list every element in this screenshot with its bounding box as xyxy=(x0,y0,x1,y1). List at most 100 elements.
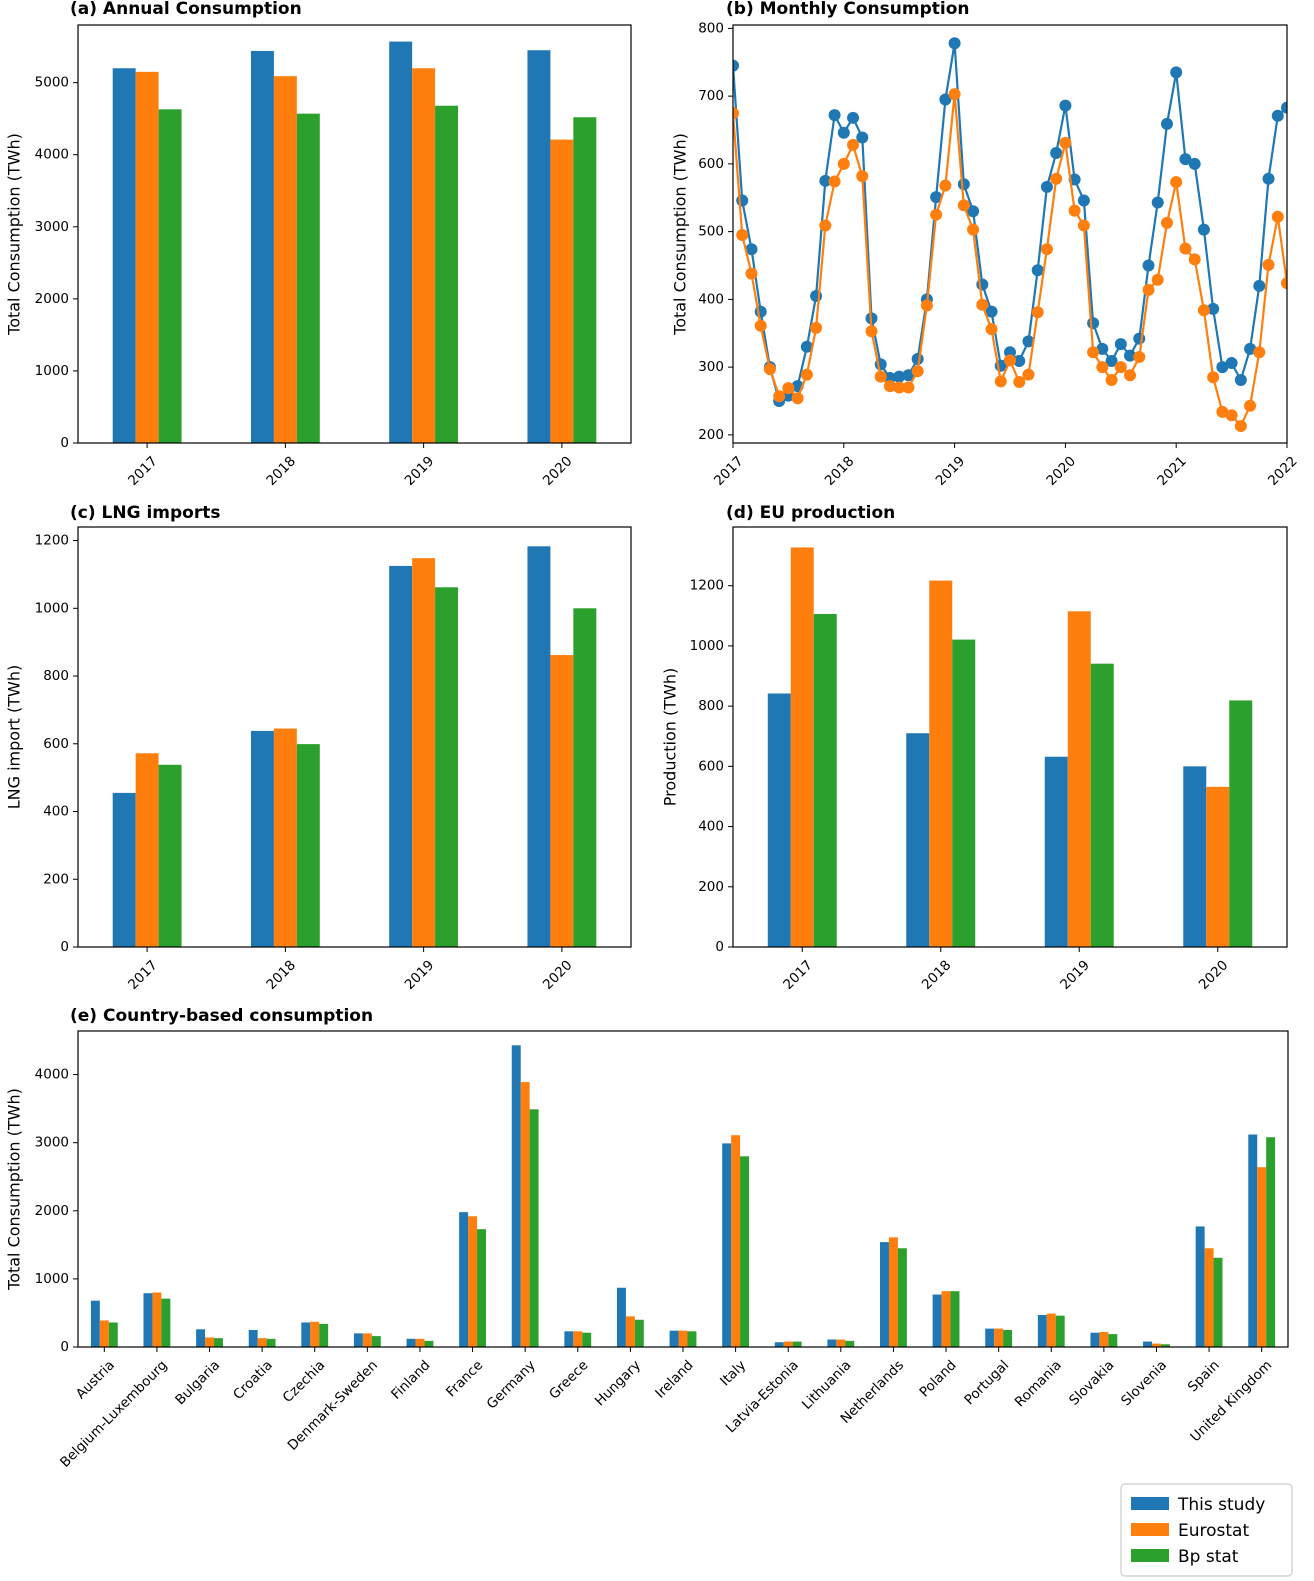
legend-swatch-bp-stat xyxy=(1131,1549,1169,1562)
point-eurostat xyxy=(883,380,896,393)
point-this-study xyxy=(1013,355,1026,368)
point-eurostat xyxy=(1281,277,1287,290)
bar-eurostat-italy xyxy=(731,1135,741,1347)
bar-this-study-2017 xyxy=(112,68,136,443)
bar-this-study-2017 xyxy=(767,693,791,947)
point-eurostat xyxy=(782,382,795,395)
x-tick-label: Czechia xyxy=(280,1357,329,1406)
point-eurostat xyxy=(745,267,758,280)
bar-bp-stat-croatia xyxy=(266,1338,276,1347)
bar-eurostat-spain xyxy=(1204,1248,1214,1347)
point-eurostat xyxy=(1105,373,1118,386)
y-tick-label: 500 xyxy=(698,224,724,240)
point-eurostat xyxy=(1151,273,1164,286)
point-this-study xyxy=(736,194,749,207)
bar-bp-stat-united-kingdom xyxy=(1266,1137,1276,1347)
bar-eurostat-netherlands xyxy=(888,1237,898,1347)
x-tick-label: Croatia xyxy=(230,1357,276,1403)
bar-this-study-ireland xyxy=(669,1330,679,1347)
bar-this-study-2020 xyxy=(527,50,551,444)
x-tick-label: Germany xyxy=(484,1357,539,1412)
panel-d-y-axis-label: Production (TWh) xyxy=(661,668,680,806)
point-eurostat xyxy=(1170,176,1183,189)
point-eurostat xyxy=(791,392,804,405)
panel-b: (b) Monthly Consumption Total Consumption… xyxy=(671,0,1301,489)
point-this-study xyxy=(1225,357,1238,370)
bar-bp-stat-slovenia xyxy=(1160,1344,1170,1347)
point-this-study xyxy=(957,178,970,191)
bar-bp-stat-2017 xyxy=(158,764,182,947)
bar-this-study-2017 xyxy=(112,792,136,947)
bar-bp-stat-germany xyxy=(529,1109,539,1347)
point-this-study xyxy=(1077,194,1090,207)
point-this-study xyxy=(1207,302,1220,315)
point-eurostat xyxy=(1059,136,1072,149)
point-eurostat xyxy=(810,321,823,334)
point-this-study xyxy=(1105,355,1118,368)
y-tick-label: 4000 xyxy=(35,147,69,163)
point-this-study xyxy=(800,340,813,353)
y-tick-label: 200 xyxy=(698,427,724,443)
panel-a-frame xyxy=(77,24,632,444)
bar-eurostat-greece xyxy=(573,1331,583,1347)
point-eurostat xyxy=(939,179,952,192)
point-eurostat xyxy=(1096,361,1109,374)
bar-this-study-2018 xyxy=(250,730,274,947)
x-tick-label: Poland xyxy=(916,1357,959,1400)
bar-this-study-netherlands xyxy=(880,1242,889,1347)
point-eurostat xyxy=(1216,405,1229,418)
point-this-study xyxy=(1216,361,1229,374)
panel-d-title: (d) EU production xyxy=(726,503,895,523)
bar-bp-stat-poland xyxy=(950,1291,960,1347)
bar-bp-stat-2017 xyxy=(158,109,182,444)
point-this-study xyxy=(1050,147,1063,160)
bar-eurostat-slovakia xyxy=(1099,1332,1109,1347)
legend-label-bp-stat: Bp stat xyxy=(1178,1547,1239,1567)
point-eurostat xyxy=(865,325,878,338)
x-tick-label: 2019 xyxy=(402,957,438,993)
legend-label-this-study: This study xyxy=(1177,1495,1265,1515)
point-this-study xyxy=(967,205,980,218)
point-this-study xyxy=(1197,223,1210,236)
panel-c-frame xyxy=(77,526,632,948)
y-tick-label: 400 xyxy=(698,819,724,835)
bar-eurostat-united-kingdom xyxy=(1257,1167,1267,1347)
y-tick-label: 200 xyxy=(698,879,724,895)
bar-bp-stat-2019 xyxy=(435,587,459,947)
point-eurostat xyxy=(1114,361,1127,374)
panel-e: (e) Country-based consumption Total Consu… xyxy=(5,1006,1289,1471)
point-this-study xyxy=(902,369,915,382)
point-eurostat xyxy=(800,368,813,381)
point-eurostat xyxy=(1207,371,1220,384)
bar-this-study-denmark-sweden xyxy=(353,1333,363,1347)
bar-bp-stat-austria xyxy=(108,1322,118,1347)
point-eurostat xyxy=(773,390,786,403)
point-eurostat xyxy=(994,375,1007,388)
point-eurostat xyxy=(893,381,906,394)
point-this-study xyxy=(911,352,924,365)
point-this-study xyxy=(1244,342,1257,355)
bar-eurostat-romania xyxy=(1046,1313,1056,1347)
point-this-study xyxy=(976,278,989,291)
bar-eurostat-austria xyxy=(99,1320,109,1347)
point-this-study xyxy=(1096,342,1109,355)
point-eurostat xyxy=(1197,304,1210,317)
point-this-study xyxy=(1022,335,1035,348)
point-eurostat xyxy=(967,223,980,236)
point-this-study xyxy=(939,93,952,106)
panel-b-frame xyxy=(732,24,1288,444)
x-tick-label: 2019 xyxy=(1057,957,1093,993)
bar-this-study-austria xyxy=(90,1300,100,1347)
point-eurostat xyxy=(874,370,887,383)
bar-this-study-greece xyxy=(564,1331,574,1347)
bar-eurostat-2019 xyxy=(412,68,436,443)
x-tick-label: 2018 xyxy=(919,957,955,993)
panel-a-title: (a) Annual Consumption xyxy=(70,0,302,19)
bar-bp-stat-greece xyxy=(582,1332,592,1347)
bar-this-study-2020 xyxy=(527,546,551,947)
bar-eurostat-2020 xyxy=(550,139,574,443)
y-tick-label: 1000 xyxy=(35,1271,69,1287)
x-tick-label: 2018 xyxy=(822,453,858,489)
bar-eurostat-czechia xyxy=(310,1321,320,1347)
point-this-study xyxy=(1160,117,1173,130)
